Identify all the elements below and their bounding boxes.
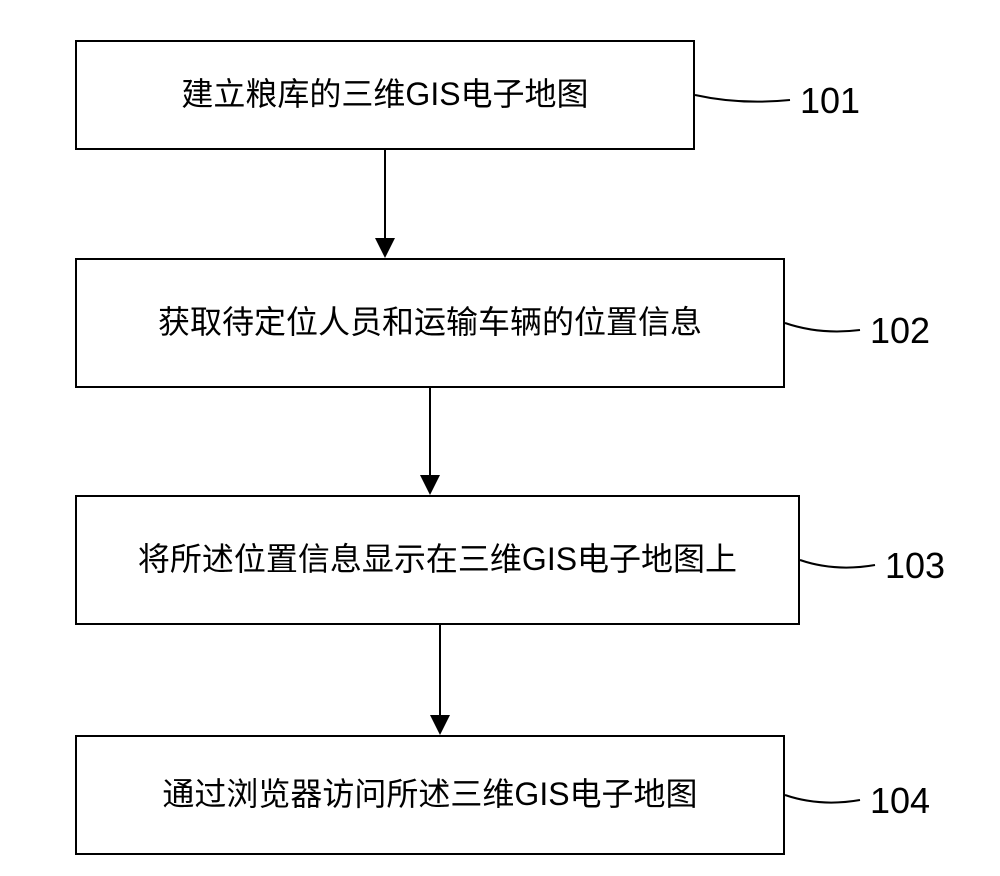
leader-line [785,795,860,803]
flow-node-4-text: 通过浏览器访问所述三维GIS电子地图 [154,770,705,820]
leader-line [695,95,790,102]
flow-node-1-text: 建立粮库的三维GIS电子地图 [173,70,596,120]
step-label-102: 102 [870,310,930,352]
leader-line [785,323,860,331]
step-label-104-text: 104 [870,780,930,821]
edges-group [385,150,440,733]
step-label-101-text: 101 [800,80,860,121]
step-label-103: 103 [885,545,945,587]
flow-node-4: 通过浏览器访问所述三维GIS电子地图 [75,735,785,855]
leader-line [800,560,875,568]
flow-node-2: 获取待定位人员和运输车辆的位置信息 [75,258,785,388]
step-label-102-text: 102 [870,310,930,351]
flow-node-3-text: 将所述位置信息显示在三维GIS电子地图上 [130,535,745,585]
step-label-103-text: 103 [885,545,945,586]
flow-node-3: 将所述位置信息显示在三维GIS电子地图上 [75,495,800,625]
step-label-104: 104 [870,780,930,822]
step-label-101: 101 [800,80,860,122]
flow-node-2-text: 获取待定位人员和运输车辆的位置信息 [150,298,710,348]
flowchart-canvas: 建立粮库的三维GIS电子地图 获取待定位人员和运输车辆的位置信息 将所述位置信息… [0,0,1000,876]
flow-node-1: 建立粮库的三维GIS电子地图 [75,40,695,150]
leaders-group [695,95,875,803]
